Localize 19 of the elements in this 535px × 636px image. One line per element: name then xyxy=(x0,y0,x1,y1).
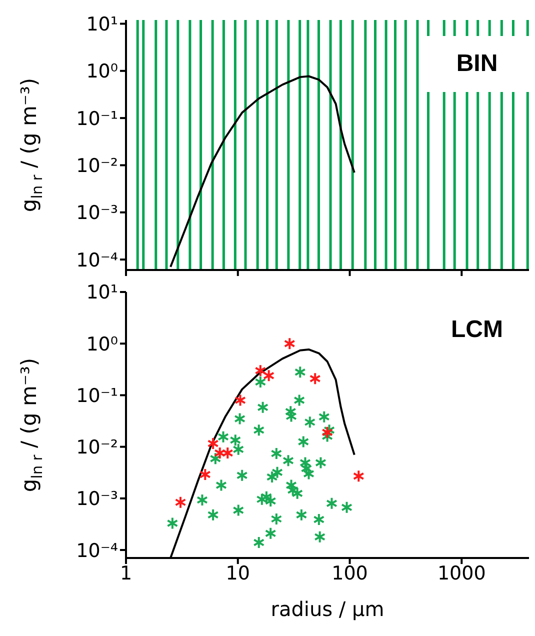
x-tick-label: 100 xyxy=(332,562,368,584)
y-tick-label: 10¹ xyxy=(86,13,118,36)
y-tick-label: 10⁻³ xyxy=(76,202,118,224)
y-tick-label: 10⁻² xyxy=(76,436,118,459)
annotation: LCM xyxy=(451,316,503,344)
y-tick-label: 10⁻² xyxy=(76,154,118,177)
y-tick-label: 10⁻¹ xyxy=(76,384,118,407)
y-tick-label: 10¹ xyxy=(86,282,118,304)
x-tick-label: 1000 xyxy=(437,562,486,584)
y-tick-label: 10⁻⁴ xyxy=(76,540,118,562)
x-axis-title: radius / μm xyxy=(270,597,384,621)
y-tick-label: 10⁰ xyxy=(86,333,118,356)
y-tick-label: 10⁻⁴ xyxy=(76,249,118,272)
y-tick-label: 10⁻³ xyxy=(76,488,118,510)
annotation: BIN xyxy=(456,50,498,78)
y-tick-label: 10⁰ xyxy=(86,60,118,83)
x-tick-label: 10 xyxy=(226,562,250,584)
x-tick-label: 1 xyxy=(120,562,132,584)
y-tick-label: 10⁻¹ xyxy=(76,108,118,130)
